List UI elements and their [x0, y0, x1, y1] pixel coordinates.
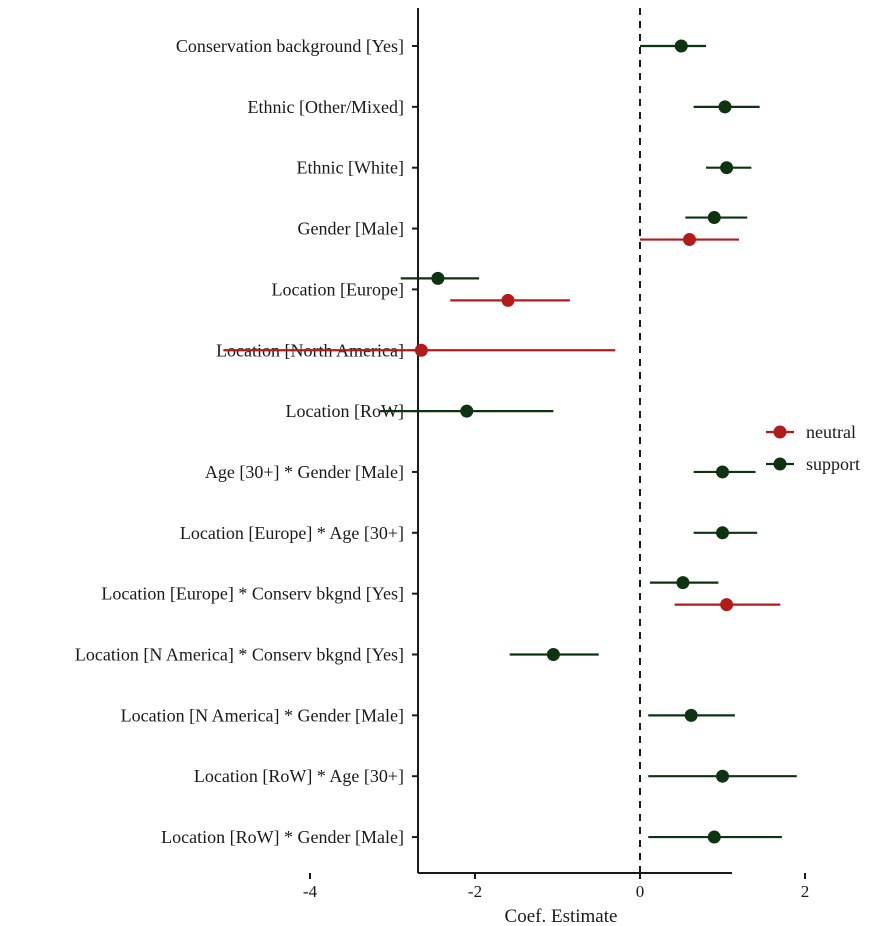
estimate-point	[718, 100, 732, 114]
estimate-point	[414, 343, 428, 357]
category-label-location-row-gender-male: Location [RoW] * Gender [Male]	[161, 827, 404, 847]
estimate-point	[683, 233, 696, 247]
estimate-support-ethnic-other-mixed	[693, 100, 760, 114]
legend-marker	[773, 457, 787, 471]
estimate-point	[720, 598, 734, 612]
category-labels: Conservation background [Yes] Ethnic [Oth…	[75, 36, 404, 847]
category-label-location-europe-conserv-bkgnd-yes: Location [Europe] * Conserv bkgnd [Yes]	[101, 584, 404, 604]
legend: neutral support	[766, 422, 860, 474]
estimate-support-location-europe-conserv-bkgnd-yes	[649, 576, 719, 590]
category-label-gender-male: Gender [Male]	[298, 219, 404, 239]
estimate-neutral-gender-male	[640, 233, 739, 247]
estimate-support-location-europe-age-30	[693, 526, 758, 540]
estimate-point	[546, 648, 560, 661]
estimate-support-location-row	[380, 404, 554, 418]
legend-label: neutral	[806, 422, 856, 442]
category-label-ethnic-white: Ethnic [White]	[297, 158, 404, 178]
estimate-neutral-location-europe	[450, 293, 570, 307]
estimate-point	[676, 576, 690, 590]
estimate-point	[684, 708, 698, 722]
estimate-point	[674, 39, 688, 53]
legend-item-neutral: neutral	[766, 422, 856, 442]
estimate-point	[707, 211, 721, 225]
estimate-support-ethnic-white	[706, 161, 752, 175]
category-label-ethnic-other-mixed: Ethnic [Other/Mixed]	[248, 97, 404, 117]
estimate-point	[720, 161, 734, 175]
estimate-support-location-row-gender-male	[648, 830, 782, 844]
category-label-location-row-age-30: Location [RoW] * Age [30+]	[194, 766, 404, 786]
estimate-neutral-location-europe-conserv-bkgnd-yes	[674, 598, 781, 612]
category-label-location-n-america-conserv-bkgnd-yes: Location [N America] * Conserv bkgnd [Ye…	[75, 645, 404, 665]
category-label-conservation-background-yes: Conservation background [Yes]	[176, 36, 404, 56]
legend-label: support	[806, 454, 860, 474]
x-tick-label: -4	[303, 882, 318, 901]
estimate-support-location-europe	[400, 271, 480, 285]
x-axis-ticks: -4 -2 0 2	[303, 873, 809, 901]
estimate-point	[431, 271, 445, 285]
x-axis-title: Coef. Estimate	[505, 906, 618, 926]
x-tick-label: 2	[801, 882, 810, 901]
x-tick-label: 0	[636, 882, 645, 901]
estimate-support-gender-male	[685, 211, 748, 225]
legend-item-support: support	[766, 454, 860, 474]
estimate-point	[501, 293, 515, 307]
estimate-support-location-n-america-gender-male	[648, 708, 735, 722]
estimate-point	[707, 830, 721, 844]
estimate-point	[716, 769, 729, 783]
category-label-location-row: Location [RoW]	[286, 401, 404, 421]
category-label-location-n-america-gender-male: Location [N America] * Gender [Male]	[121, 705, 404, 725]
estimate-point	[716, 526, 729, 540]
legend-marker	[773, 425, 787, 439]
estimate-support-conservation-background-yes	[640, 39, 706, 53]
category-label-age-30-gender-male: Age [30+] * Gender [Male]	[205, 462, 404, 482]
category-label-location-europe: Location [Europe]	[272, 279, 404, 299]
estimate-support-location-n-america-conserv-bkgnd-yes	[509, 648, 599, 661]
estimate-neutral-location-north-america	[223, 343, 616, 357]
estimate-point	[460, 404, 474, 418]
estimate-support-age-30-gender-male	[693, 465, 756, 479]
x-tick-label: -2	[468, 882, 482, 901]
estimate-support-location-row-age-30	[648, 769, 797, 783]
estimate-marks	[223, 39, 797, 844]
category-label-location-europe-age-30: Location [Europe] * Age [30+]	[180, 523, 404, 543]
estimate-point	[716, 465, 729, 479]
